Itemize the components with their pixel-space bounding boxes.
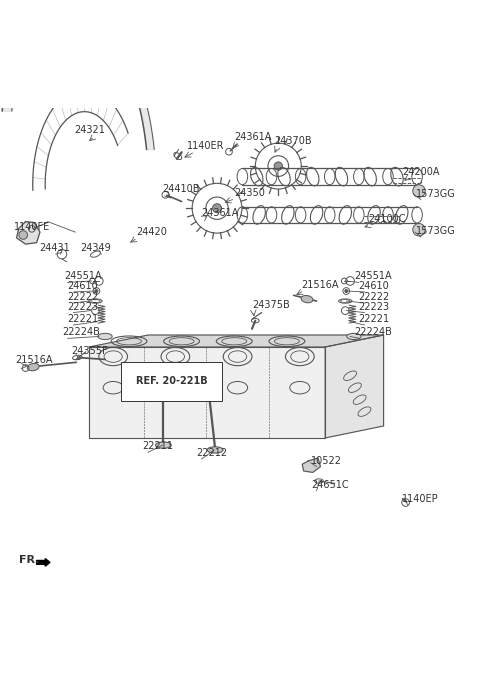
- Text: 22223: 22223: [68, 302, 99, 312]
- Ellipse shape: [207, 447, 223, 453]
- Text: 1140EP: 1140EP: [402, 494, 438, 504]
- Text: 24370B: 24370B: [275, 136, 312, 146]
- Circle shape: [413, 185, 425, 197]
- Text: 24551A: 24551A: [64, 271, 101, 282]
- Text: 24610: 24610: [359, 281, 389, 291]
- Text: 1573GG: 1573GG: [416, 226, 456, 236]
- Text: 24410B: 24410B: [162, 184, 200, 194]
- Text: 24349: 24349: [80, 243, 111, 253]
- Text: 24431: 24431: [39, 243, 70, 253]
- Polygon shape: [325, 335, 384, 438]
- Text: 1573GG: 1573GG: [416, 189, 456, 198]
- Text: 24610: 24610: [68, 281, 98, 291]
- Text: 22224B: 22224B: [354, 328, 392, 337]
- Text: 24551A: 24551A: [354, 271, 392, 282]
- Text: FR.: FR.: [19, 555, 39, 565]
- Circle shape: [213, 204, 221, 212]
- Ellipse shape: [27, 364, 39, 371]
- Circle shape: [345, 289, 348, 292]
- Text: 24100C: 24100C: [368, 214, 406, 224]
- Text: 22223: 22223: [359, 302, 390, 312]
- Text: 22211: 22211: [142, 441, 173, 451]
- Text: 24361A: 24361A: [234, 132, 272, 142]
- Text: 21516A: 21516A: [15, 355, 52, 365]
- Text: 24321: 24321: [74, 126, 105, 135]
- Polygon shape: [302, 458, 321, 473]
- Text: 22221: 22221: [359, 314, 390, 324]
- Circle shape: [19, 230, 27, 239]
- Text: 24350: 24350: [234, 187, 265, 198]
- Text: 22224B: 22224B: [62, 328, 100, 337]
- Text: 24375B: 24375B: [252, 300, 290, 310]
- Polygon shape: [16, 221, 40, 244]
- Ellipse shape: [98, 333, 112, 339]
- Circle shape: [413, 223, 425, 236]
- Text: 22222: 22222: [68, 292, 99, 302]
- Text: REF. 20-221B: REF. 20-221B: [136, 376, 207, 387]
- Polygon shape: [89, 347, 325, 438]
- Text: 24420: 24420: [136, 227, 167, 237]
- Circle shape: [95, 289, 98, 292]
- Ellipse shape: [156, 442, 171, 448]
- Text: 24651C: 24651C: [311, 480, 348, 490]
- Text: 24355F: 24355F: [72, 346, 108, 355]
- Text: 1140ER: 1140ER: [187, 141, 225, 151]
- Text: 22212: 22212: [196, 448, 227, 458]
- FancyArrow shape: [36, 559, 50, 566]
- Text: 24361A: 24361A: [201, 208, 238, 218]
- Circle shape: [274, 162, 282, 170]
- Text: 22221: 22221: [68, 314, 99, 324]
- Polygon shape: [89, 335, 384, 347]
- Text: 1140FE: 1140FE: [14, 222, 50, 232]
- Ellipse shape: [347, 333, 361, 339]
- Text: 10522: 10522: [311, 456, 342, 466]
- Text: 24200A: 24200A: [402, 167, 439, 176]
- Ellipse shape: [301, 296, 313, 303]
- Text: 22222: 22222: [359, 292, 390, 302]
- Text: 21516A: 21516A: [301, 280, 339, 289]
